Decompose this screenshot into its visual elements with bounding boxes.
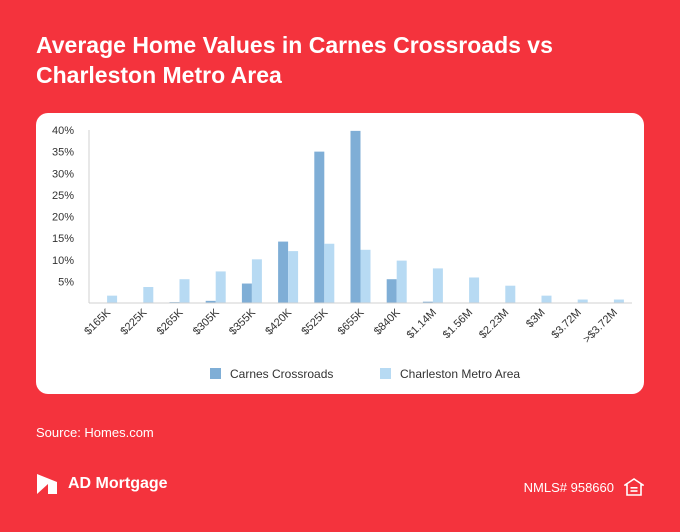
x-tick-label: $840K bbox=[372, 306, 403, 337]
legend-label: Carnes Crossroads bbox=[230, 367, 333, 381]
chart-title: Average Home Values in Carnes Crossroads… bbox=[36, 32, 553, 88]
x-tick-label: $420K bbox=[263, 306, 294, 337]
bar-charleston-metro bbox=[143, 286, 154, 303]
x-tick-label: $225K bbox=[118, 306, 149, 337]
x-tick-label: $3.72M bbox=[549, 307, 583, 341]
x-tick-label: $305K bbox=[191, 306, 222, 337]
bar-carnes-crossroads bbox=[350, 130, 361, 303]
bar-carnes-crossroads bbox=[278, 241, 289, 303]
x-tick-label: $165K bbox=[82, 306, 113, 337]
source-note: Source: Homes.com bbox=[36, 425, 154, 440]
x-tick-label: $3M bbox=[524, 307, 548, 331]
x-tick-label: $655K bbox=[336, 306, 367, 337]
bar-charleston-metro bbox=[396, 260, 407, 303]
x-tick-label: >$3.72M bbox=[581, 307, 620, 346]
bar-charleston-metro bbox=[613, 299, 624, 303]
legend: Carnes Crossroads Charleston Metro Area bbox=[210, 367, 520, 381]
bar-chart: 5%10%15%20%25%30%35%40% $165K $225K $265K $… bbox=[52, 125, 632, 381]
x-tick-label: $355K bbox=[227, 306, 258, 337]
nmls-number: NMLS# 958660 bbox=[523, 479, 614, 495]
brand: AD Mortgage bbox=[36, 470, 168, 498]
nmls-info: NMLS# 958660 bbox=[524, 478, 644, 496]
bar-charleston-metro bbox=[288, 251, 299, 303]
bar-charleston-metro bbox=[541, 295, 552, 303]
bar-charleston-metro bbox=[324, 243, 335, 303]
legend-swatch bbox=[210, 368, 221, 379]
legend-swatch bbox=[380, 368, 391, 379]
bar-carnes-crossroads bbox=[386, 279, 397, 303]
legend-label: Charleston Metro Area bbox=[400, 367, 520, 381]
y-tick-label: 40% bbox=[52, 125, 74, 137]
chart-card: 5% 10% 15% 20% 25% 30% 35% 40% $165K $225K $265K $… bbox=[36, 113, 644, 394]
bar-charleston-metro bbox=[469, 277, 480, 303]
bar-charleston-metro bbox=[107, 295, 118, 303]
bar-charleston-metro bbox=[251, 259, 262, 303]
x-tick-label: $265K bbox=[155, 306, 186, 337]
bar-charleston-metro bbox=[577, 299, 588, 303]
y-tick-label: 5% bbox=[58, 276, 74, 288]
y-tick-label: 30% bbox=[52, 168, 74, 180]
bar-charleston-metro bbox=[179, 279, 190, 303]
bar-carnes-crossroads bbox=[422, 301, 433, 303]
bar-carnes-crossroads bbox=[314, 151, 325, 303]
y-tick-label: 25% bbox=[52, 190, 74, 202]
bar-carnes-crossroads bbox=[205, 300, 216, 303]
bar-charleston-metro bbox=[215, 271, 226, 303]
bar-charleston-metro bbox=[505, 285, 516, 303]
bar-charleston-metro bbox=[360, 249, 371, 303]
x-tick-label: $1.56M bbox=[441, 307, 475, 341]
x-tick-label: $525K bbox=[299, 306, 330, 337]
ad-mortgage-logo-icon bbox=[37, 474, 57, 494]
y-tick-label: 20% bbox=[52, 212, 74, 224]
y-tick-label: 35% bbox=[52, 147, 74, 159]
x-tick-label: $2.23M bbox=[477, 307, 511, 341]
equal-housing-icon bbox=[624, 478, 644, 496]
bar-carnes-crossroads bbox=[241, 283, 252, 303]
bar-charleston-metro bbox=[432, 268, 443, 303]
y-tick-label: 10% bbox=[52, 255, 74, 267]
brand-name: AD Mortgage bbox=[68, 475, 168, 492]
y-tick-label: 15% bbox=[52, 233, 74, 245]
x-tick-label: $1.14M bbox=[405, 307, 439, 341]
